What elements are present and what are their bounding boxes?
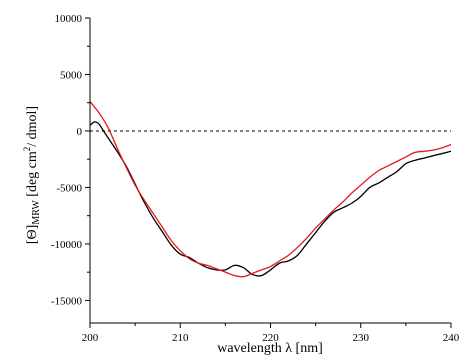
y-ticks: 10000 5000 0 -5000 -10000 -15000 bbox=[51, 13, 90, 307]
y-axis-title-superscript: 2 bbox=[22, 147, 32, 152]
y-axis-title-subscript: MRW bbox=[31, 200, 42, 225]
x-axis-title: wavelength λ [nm] bbox=[217, 341, 323, 356]
series-line-red bbox=[89, 101, 452, 278]
y-tick-label: 5000 bbox=[60, 69, 83, 81]
y-axis-title-prefix: [Θ] bbox=[25, 225, 40, 244]
y-axis-title: [Θ]MRW [deg cm2/ dmol] bbox=[22, 106, 42, 244]
x-ticks: 200 210 220 230 240 bbox=[82, 323, 459, 344]
y-axis-title-unit-before: [deg cm bbox=[25, 151, 40, 200]
y-tick-label: -10000 bbox=[51, 239, 83, 251]
x-tick-label: 220 bbox=[262, 332, 279, 344]
y-tick-label: -5000 bbox=[56, 182, 82, 194]
y-tick-label: 10000 bbox=[55, 13, 83, 25]
x-tick-label: 230 bbox=[353, 332, 370, 344]
x-tick-label: 210 bbox=[172, 332, 189, 344]
y-axis-title-unit-after: / dmol] bbox=[25, 106, 40, 147]
x-tick-label: 200 bbox=[82, 332, 99, 344]
series-layer bbox=[89, 101, 452, 278]
y-tick-label: -15000 bbox=[51, 295, 83, 307]
x-tick-label: 240 bbox=[443, 332, 459, 344]
y-tick-label: 0 bbox=[77, 126, 83, 138]
axes-layer bbox=[89, 18, 451, 324]
